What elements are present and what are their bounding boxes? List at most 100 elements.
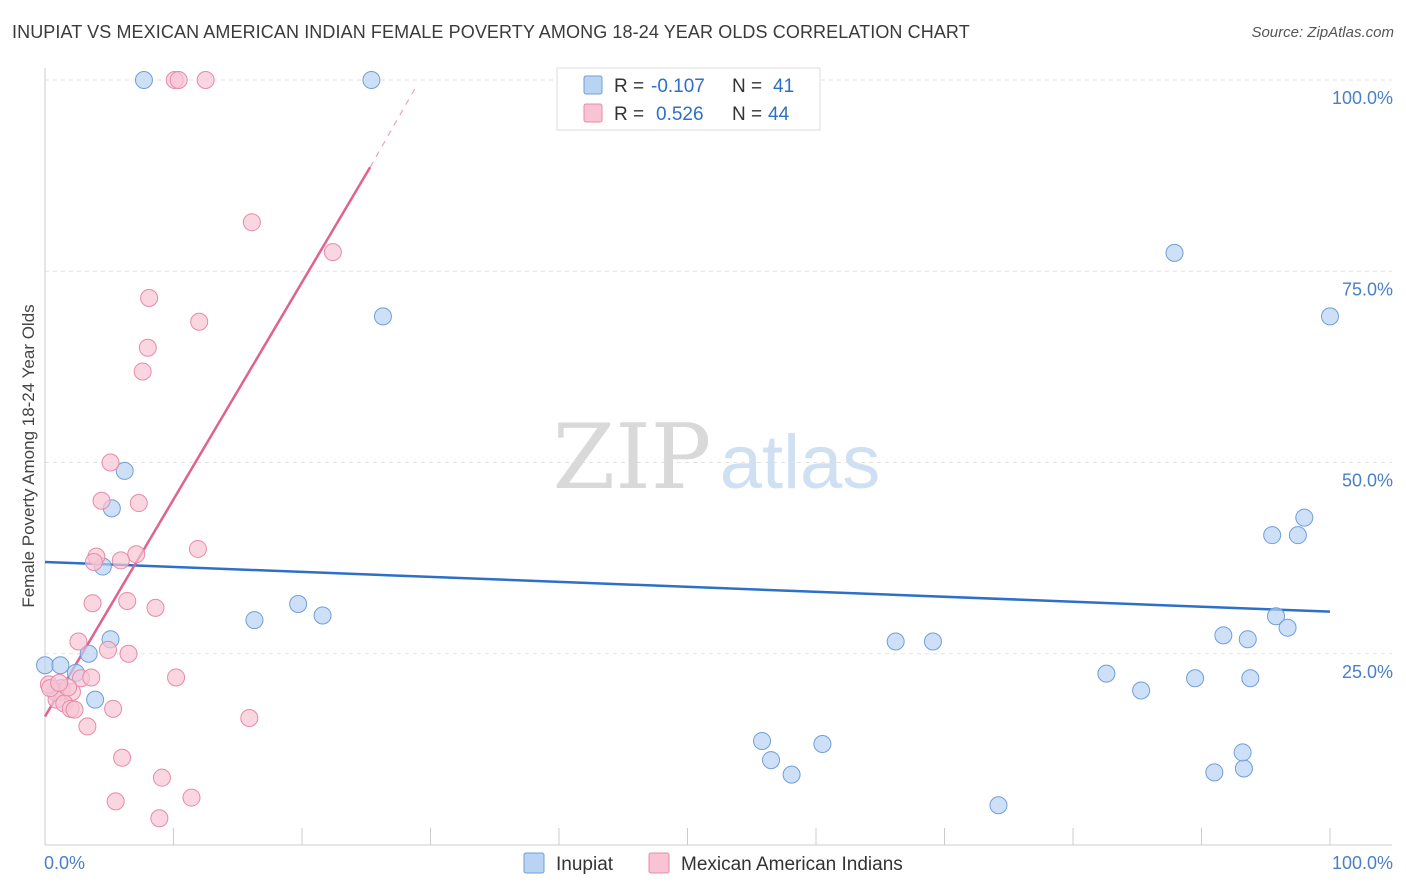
y-tick-label: 25.0% bbox=[1342, 662, 1393, 682]
trendline-extension-mexican-american-indian bbox=[369, 83, 419, 168]
data-points bbox=[36, 71, 1339, 828]
point-mexican-american-indian bbox=[129, 494, 148, 513]
watermark-atlas: atlas bbox=[720, 420, 881, 505]
point-mexican-american-indian bbox=[82, 668, 101, 687]
point-inupiat bbox=[1267, 607, 1286, 626]
point-inupiat bbox=[1321, 307, 1339, 326]
point-inupiat bbox=[1278, 618, 1297, 637]
point-mexican-american-indian bbox=[140, 289, 159, 308]
point-mexican-american-indian bbox=[133, 362, 152, 381]
stats-n-label: N = bbox=[732, 104, 762, 125]
stats-r-label: R = bbox=[614, 76, 644, 97]
x-tick-label: 100.0% bbox=[1332, 853, 1393, 873]
stats-n-value-inupiat: 41 bbox=[773, 76, 794, 97]
point-inupiat bbox=[1214, 626, 1233, 645]
stats-r-value-inupiat: -0.107 bbox=[651, 76, 705, 97]
point-inupiat bbox=[1234, 759, 1253, 778]
point-mexican-american-indian bbox=[98, 640, 117, 659]
point-mexican-american-indian bbox=[152, 768, 171, 787]
point-mexican-american-indian bbox=[111, 551, 130, 570]
watermark: ZIP atlas bbox=[553, 405, 881, 510]
point-inupiat bbox=[51, 656, 70, 675]
point-inupiat bbox=[1132, 681, 1151, 700]
point-mexican-american-indian bbox=[92, 491, 111, 510]
legend-label-mexican: Mexican American Indians bbox=[681, 854, 903, 875]
point-mexican-american-indian bbox=[65, 700, 84, 719]
point-mexican-american-indian bbox=[167, 668, 186, 687]
point-inupiat bbox=[1288, 526, 1307, 545]
trendlines bbox=[43, 83, 1331, 718]
point-mexican-american-indian bbox=[182, 788, 201, 807]
point-inupiat bbox=[1238, 630, 1257, 649]
point-inupiat bbox=[373, 307, 392, 326]
point-inupiat bbox=[923, 632, 942, 651]
point-inupiat bbox=[1241, 669, 1260, 688]
point-inupiat bbox=[1097, 664, 1116, 683]
gridlines bbox=[45, 79, 1392, 655]
watermark-zip: ZIP bbox=[553, 405, 712, 510]
point-inupiat bbox=[79, 644, 98, 663]
point-mexican-american-indian bbox=[240, 709, 259, 728]
stats-swatch-mexican bbox=[583, 103, 603, 123]
point-mexican-american-indian bbox=[104, 699, 123, 718]
point-mexican-american-indian bbox=[323, 243, 342, 262]
point-mexican-american-indian bbox=[169, 71, 188, 89]
point-inupiat bbox=[362, 71, 381, 89]
source-credit: Source: ZipAtlas.com bbox=[1251, 24, 1394, 41]
stats-legend: R = -0.107 N = 41 R = 0.526 N = 44 bbox=[556, 67, 821, 131]
point-mexican-american-indian bbox=[196, 71, 215, 89]
stats-n-label: N = bbox=[732, 76, 762, 97]
point-inupiat bbox=[1295, 508, 1314, 527]
stats-r-label: R = bbox=[614, 104, 644, 125]
point-inupiat bbox=[245, 611, 264, 630]
point-mexican-american-indian bbox=[83, 594, 102, 613]
point-inupiat bbox=[86, 690, 105, 709]
axes bbox=[44, 68, 1392, 846]
y-tick-label: 75.0% bbox=[1342, 279, 1393, 299]
point-mexican-american-indian bbox=[69, 632, 88, 651]
point-inupiat bbox=[289, 595, 308, 614]
point-inupiat bbox=[813, 735, 832, 754]
stats-swatch-inupiat bbox=[583, 75, 603, 95]
point-mexican-american-indian bbox=[113, 748, 132, 767]
point-inupiat bbox=[1205, 763, 1224, 782]
tick-labels: 25.0% 50.0% 75.0% 100.0% 0.0% 100.0% bbox=[44, 88, 1393, 873]
point-mexican-american-indian bbox=[119, 644, 138, 663]
point-mexican-american-indian bbox=[146, 598, 165, 617]
point-mexican-american-indian bbox=[118, 591, 137, 610]
point-mexican-american-indian bbox=[188, 539, 207, 558]
point-inupiat bbox=[782, 765, 801, 784]
point-mexican-american-indian bbox=[127, 545, 146, 564]
y-tick-label: 50.0% bbox=[1342, 471, 1393, 491]
point-mexican-american-indian bbox=[78, 717, 97, 736]
point-mexican-american-indian bbox=[150, 809, 169, 828]
stats-n-value-mexican: 44 bbox=[768, 104, 790, 125]
point-inupiat bbox=[762, 751, 781, 770]
point-inupiat bbox=[134, 71, 153, 89]
trendline-inupiat bbox=[44, 560, 1331, 613]
point-mexican-american-indian bbox=[84, 552, 103, 571]
point-mexican-american-indian bbox=[101, 453, 120, 472]
point-mexican-american-indian bbox=[106, 792, 125, 811]
point-inupiat bbox=[1263, 526, 1282, 545]
series-legend: Inupiat Mexican American Indians bbox=[523, 852, 903, 875]
point-inupiat bbox=[36, 656, 54, 675]
point-mexican-american-indian bbox=[50, 673, 69, 692]
point-inupiat bbox=[1233, 743, 1252, 762]
trendline-mexican-american-indian bbox=[43, 166, 372, 718]
point-mexican-american-indian bbox=[242, 213, 261, 232]
point-inupiat bbox=[1186, 669, 1205, 688]
y-axis-label: Female Poverty Among 18-24 Year Olds bbox=[19, 304, 38, 607]
point-inupiat bbox=[753, 731, 772, 750]
point-inupiat bbox=[989, 796, 1008, 815]
y-tick-label: 100.0% bbox=[1332, 88, 1393, 108]
x-tick-label: 0.0% bbox=[44, 853, 85, 873]
point-inupiat bbox=[886, 632, 905, 651]
point-mexican-american-indian bbox=[190, 312, 209, 331]
point-inupiat bbox=[115, 461, 134, 480]
stats-r-value-mexican: 0.526 bbox=[656, 104, 704, 125]
point-mexican-american-indian bbox=[138, 338, 157, 357]
legend-swatch-inupiat bbox=[523, 852, 545, 874]
point-inupiat bbox=[313, 606, 332, 625]
